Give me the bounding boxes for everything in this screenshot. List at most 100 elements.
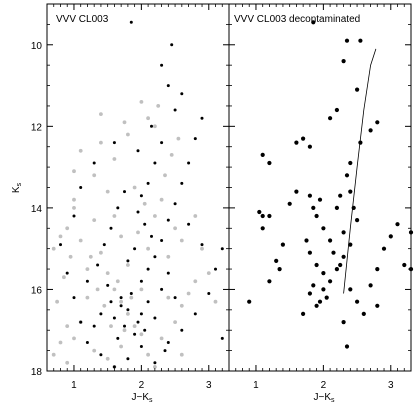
data-point-decontaminated (348, 189, 353, 194)
data-point-cluster (193, 312, 197, 316)
data-point-decontaminated (355, 87, 360, 92)
data-point-cluster (146, 181, 150, 185)
data-point-decontaminated (334, 267, 339, 272)
x-tick-label: 1 (253, 380, 259, 391)
data-point-field (72, 206, 76, 210)
data-point-field (156, 104, 161, 108)
data-point-cluster (59, 243, 62, 247)
data-point-cluster (173, 108, 177, 112)
data-point-cluster (116, 336, 120, 340)
data-point-field (132, 185, 137, 190)
data-point-cluster (119, 296, 123, 300)
data-point-decontaminated (287, 201, 292, 206)
data-point-decontaminated (395, 222, 400, 227)
data-point-cluster (143, 328, 147, 332)
data-point-decontaminated (375, 267, 380, 272)
data-point-cluster (136, 149, 140, 153)
data-point-field (105, 356, 110, 361)
data-point-cluster (163, 349, 167, 353)
data-point-decontaminated (355, 218, 360, 223)
data-point-cluster (102, 243, 106, 247)
data-point-cluster (153, 161, 157, 165)
data-point-field (85, 295, 90, 300)
data-point-field (142, 201, 147, 206)
data-point-decontaminated (314, 262, 319, 268)
data-point-decontaminated (344, 173, 350, 178)
data-point-cluster (133, 332, 137, 336)
right-x-axis-label: J−Ks (313, 392, 335, 404)
data-point-field (159, 197, 164, 202)
data-point-field (200, 246, 204, 251)
y-tick-label: 14 (31, 204, 43, 215)
data-point-field (159, 336, 164, 341)
right-ticks: 1 2 3 (228, 4, 412, 391)
data-point-field (122, 328, 127, 333)
data-point-cluster (99, 353, 103, 357)
left-points (51, 20, 224, 369)
data-point-cluster (207, 292, 211, 295)
data-point-field (78, 148, 83, 153)
data-point-cluster (153, 316, 157, 320)
data-point-cluster (146, 267, 150, 271)
x-tick-label: 2 (139, 380, 145, 391)
left-panel-frame (46, 3, 230, 372)
data-point-field (193, 214, 198, 218)
data-point-field (88, 254, 93, 259)
data-point-cluster (173, 296, 177, 300)
data-point-cluster (200, 116, 204, 120)
data-point-cluster (109, 226, 113, 230)
data-point-cluster (65, 271, 69, 275)
data-point-cluster (187, 161, 191, 165)
data-point-cluster (220, 247, 224, 251)
data-point-decontaminated (341, 230, 346, 235)
data-point-cluster (92, 161, 96, 165)
data-point-field (139, 332, 144, 337)
data-point-cluster (123, 324, 126, 328)
data-point-field (51, 352, 56, 357)
data-point-cluster (79, 320, 83, 324)
data-point-decontaminated (304, 238, 309, 243)
data-point-field (58, 234, 63, 239)
data-point-field (153, 124, 157, 129)
data-point-cluster (166, 271, 170, 275)
data-point-decontaminated (375, 303, 380, 308)
data-point-cluster (112, 141, 116, 145)
right-panel-frame (228, 3, 412, 372)
data-point-decontaminated (317, 299, 323, 304)
data-point-field (129, 295, 134, 300)
data-point-field (58, 340, 63, 345)
data-point-field (72, 169, 76, 174)
data-point-decontaminated (317, 197, 323, 202)
data-point-decontaminated (260, 213, 265, 219)
data-point-cluster (220, 336, 224, 340)
data-point-cluster (166, 84, 170, 88)
data-point-cluster (143, 222, 147, 226)
data-point-decontaminated (247, 299, 252, 304)
data-point-decontaminated (311, 20, 316, 25)
data-point-decontaminated (307, 144, 312, 149)
data-point-decontaminated (311, 283, 316, 288)
left-x-axis-label: J−Ks (131, 392, 153, 404)
data-point-cluster (139, 345, 143, 348)
data-point-cluster (112, 365, 116, 369)
data-point-field (109, 324, 113, 328)
data-point-cluster (180, 328, 184, 332)
left-x-axis-label-sub: s (149, 397, 153, 404)
data-point-field (179, 352, 184, 357)
data-point-decontaminated (307, 193, 312, 198)
data-point-cluster (112, 316, 116, 320)
data-point-cluster (160, 239, 164, 242)
data-point-field (112, 214, 117, 218)
data-point-cluster (126, 308, 130, 312)
data-point-decontaminated (314, 213, 319, 219)
right-panel-title: VVV CL003 decontaminated (234, 14, 360, 25)
data-point-decontaminated (348, 287, 353, 292)
y-tick-label: 18 (31, 367, 43, 378)
data-point-field (173, 226, 178, 231)
data-point-decontaminated (274, 258, 279, 263)
right-x-axis-label-main: J−K (313, 392, 331, 403)
data-point-decontaminated (368, 283, 373, 288)
data-point-field (173, 320, 178, 324)
